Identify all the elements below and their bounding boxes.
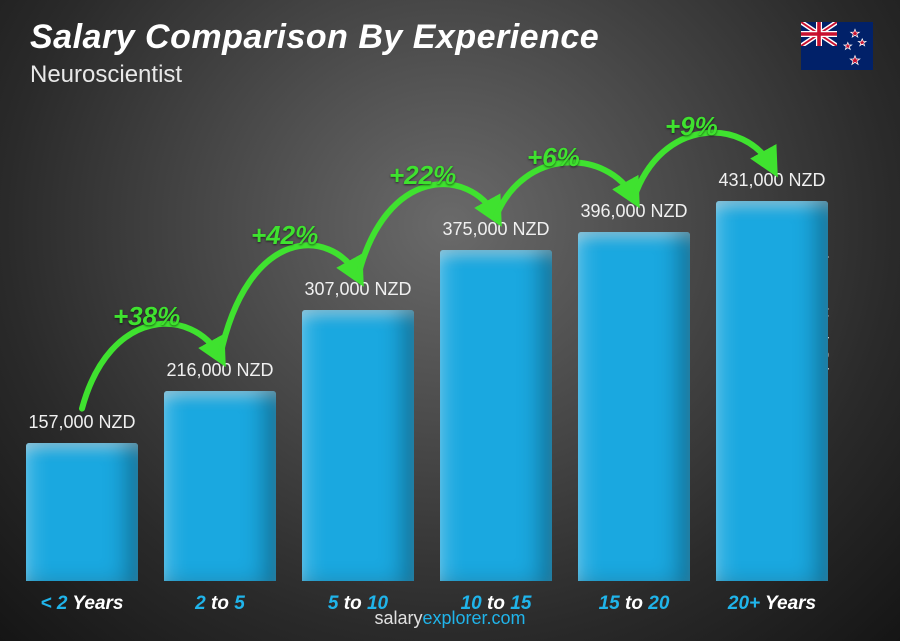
growth-arc-label: +9%	[665, 111, 718, 142]
salary-bar-chart: 157,000 NZD< 2 Years216,000 NZD2 to 5307…	[26, 101, 856, 581]
page-title: Salary Comparison By Experience	[30, 18, 599, 57]
bar-group: 431,000 NZD20+ Years	[716, 201, 828, 581]
bar-value-label: 307,000 NZD	[268, 279, 447, 300]
bar-value-label: 157,000 NZD	[0, 412, 172, 433]
bar-group: 307,000 NZD5 to 10	[302, 310, 414, 581]
bar-value-label: 431,000 NZD	[682, 170, 861, 191]
page-subtitle: Neuroscientist	[30, 61, 599, 89]
growth-arc-label: +42%	[251, 220, 318, 251]
bar-group: 396,000 NZD15 to 20	[578, 232, 690, 581]
growth-arc-label: +22%	[389, 160, 456, 191]
bar-value-label: 375,000 NZD	[406, 219, 585, 240]
bar	[716, 201, 828, 581]
bar	[440, 250, 552, 581]
bar-value-label: 396,000 NZD	[544, 201, 723, 222]
bar	[26, 443, 138, 581]
footer-watermark: salaryexplorer.com	[0, 608, 900, 629]
bar	[578, 232, 690, 581]
nz-flag-icon	[800, 22, 874, 70]
bar-group: 216,000 NZD2 to 5	[164, 391, 276, 581]
bar-value-label: 216,000 NZD	[130, 360, 309, 381]
bar	[164, 391, 276, 581]
bar-group: 375,000 NZD10 to 15	[440, 250, 552, 581]
bar-group: 157,000 NZD< 2 Years	[26, 443, 138, 581]
growth-arc-label: +6%	[527, 142, 580, 173]
growth-arc-label: +38%	[113, 301, 180, 332]
bar	[302, 310, 414, 581]
